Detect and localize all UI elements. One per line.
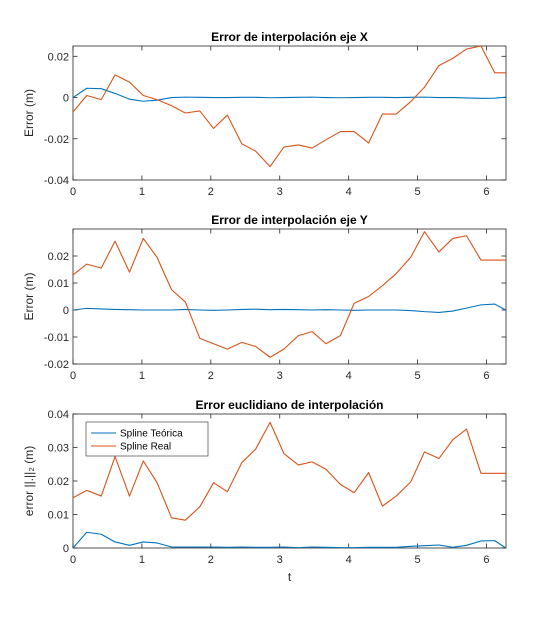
- euclid-error-series-spline-real-line: [73, 421, 506, 521]
- y-error-xtick-label: 6: [483, 370, 489, 382]
- legend: Spline Teórica Spline Real: [85, 421, 209, 457]
- y-error-title: Error de interpolación eje Y: [211, 213, 368, 227]
- euclid-error-ytick-label: 0.01: [48, 510, 69, 522]
- x-error-series-spline-teorica-line: [73, 87, 506, 102]
- euclid-error-xtick-label: 3: [277, 554, 283, 566]
- y-error-axes-box: [72, 228, 507, 365]
- euclid-error-ytick-label: 0.03: [48, 443, 69, 455]
- y-error-plot: 0 1 2 3 4 5 6 -0.02 -0.01 0 0.01 0.02 Error de inter…: [22, 213, 507, 382]
- legend-label-spline-real: Spline Real: [120, 442, 171, 453]
- y-error-ytick-label: 0.01: [48, 278, 69, 290]
- euclid-error-xtick-label: 4: [346, 554, 352, 566]
- y-error-series-spline-teorica-line: [73, 303, 506, 313]
- euclid-error-ylabel: error ||.||₂ (m): [22, 446, 36, 516]
- y-error-xtick-label: 0: [70, 370, 76, 382]
- x-error-xtick-label: 4: [346, 186, 352, 198]
- x-error-ylabel: Error (m): [22, 89, 36, 137]
- euclid-error-plot: 0 1 2 3 4 5 6 0 0.01 0.02 0.03 0.04 Error euclidiano…: [22, 398, 507, 584]
- x-error-xtick-label: 0: [70, 186, 76, 198]
- x-error-xtick-label: 6: [483, 186, 489, 198]
- x-error-ytick-label: -0.02: [44, 134, 69, 146]
- y-error-ytick-label: -0.02: [44, 359, 69, 371]
- x-error-title: Error de interpolación eje X: [211, 30, 368, 44]
- y-error-ytick-label: 0.02: [48, 251, 69, 263]
- y-error-ylabel: Error (m): [22, 273, 36, 321]
- y-error-xtick-label: 1: [139, 370, 145, 382]
- x-error-xtick-label: 2: [208, 186, 214, 198]
- y-error-series-spline-real-line: [73, 231, 506, 358]
- euclid-error-title: Error euclidiano de interpolación: [195, 398, 383, 412]
- x-error-series-spline-real-line: [73, 46, 506, 168]
- x-error-plot: 0 1 2 3 4 5 6 -0.04 -0.02 0 0.02 Error de interpola…: [22, 30, 507, 198]
- x-error-ytick-label: -0.04: [44, 175, 69, 187]
- euclid-error-xtick-label: 6: [483, 554, 489, 566]
- euclid-error-xtick-label: 2: [208, 554, 214, 566]
- euclid-error-xtick-label: 0: [70, 554, 76, 566]
- y-error-xtick-label: 2: [208, 370, 214, 382]
- y-error-ytick-label: 0: [63, 305, 69, 317]
- euclid-error-series-spline-teorica-line: [73, 531, 506, 548]
- euclid-error-ytick-label: 0: [63, 543, 69, 555]
- x-error-xtick-label: 1: [139, 186, 145, 198]
- euclid-error-xtick-label: 5: [415, 554, 421, 566]
- euclid-error-xlabel: t: [288, 570, 292, 584]
- y-error-xtick-label: 5: [415, 370, 421, 382]
- x-error-ytick-label: 0.02: [48, 51, 69, 63]
- x-error-xtick-label: 3: [277, 186, 283, 198]
- euclid-error-ytick-label: 0.02: [48, 476, 69, 488]
- y-error-xtick-label: 3: [277, 370, 283, 382]
- euclid-error-ytick-label: 0.04: [48, 409, 69, 421]
- euclid-error-xtick-label: 1: [139, 554, 145, 566]
- x-error-axes-box: [72, 45, 507, 181]
- legend-label-spline-teorica: Spline Teórica: [120, 429, 183, 440]
- y-error-xtick-label: 4: [346, 370, 352, 382]
- y-error-ytick-label: -0.01: [44, 332, 69, 344]
- legend-box: [85, 421, 209, 457]
- x-error-ytick-label: 0: [63, 93, 69, 105]
- x-error-xtick-label: 5: [415, 186, 421, 198]
